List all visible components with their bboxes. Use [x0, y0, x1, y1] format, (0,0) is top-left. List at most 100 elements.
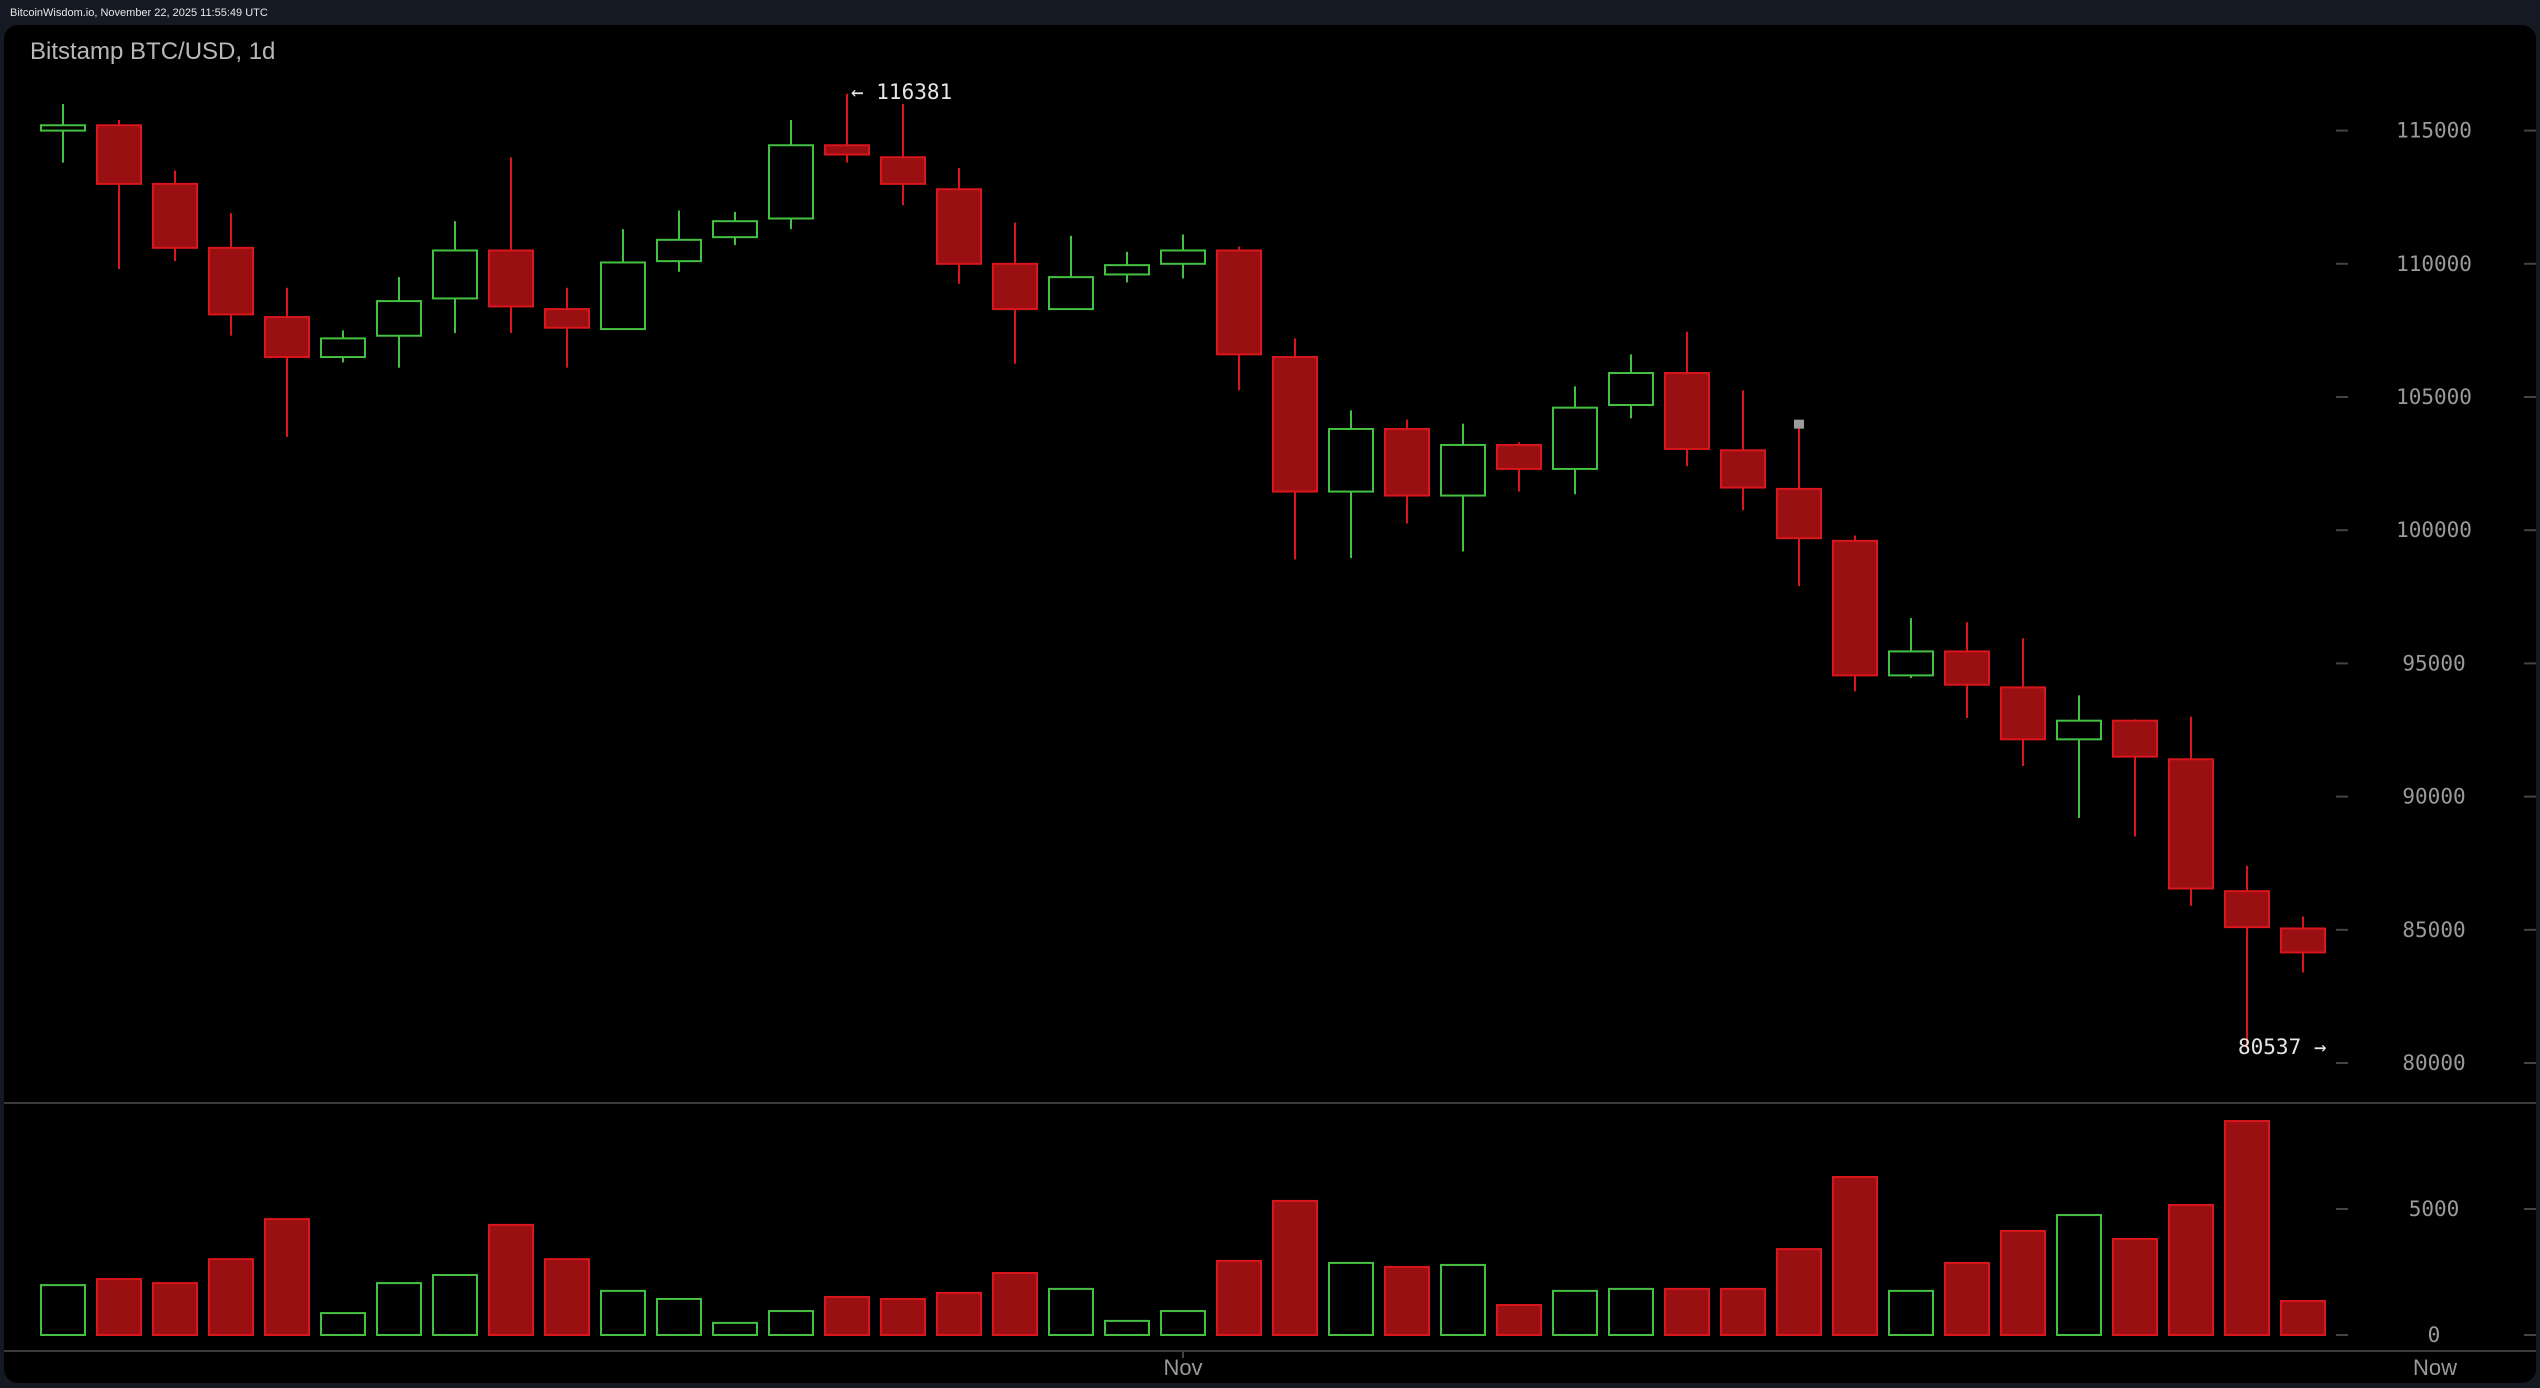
candle — [432, 221, 478, 334]
volume-bar — [376, 1282, 422, 1337]
volume-bar — [712, 1321, 758, 1337]
y-tick-label: 85000 — [2402, 918, 2465, 942]
candle-body — [376, 300, 422, 337]
volume-tick-label: 5000 — [2409, 1197, 2460, 1221]
candle-body — [1608, 372, 1654, 406]
candle-body — [936, 188, 982, 265]
candle — [40, 103, 86, 163]
high-price-annotation: ← 116381 — [851, 80, 952, 104]
volume-bar — [544, 1258, 590, 1336]
candle-body — [1496, 443, 1542, 470]
candle-body — [1832, 539, 1878, 677]
y-tick-label: 90000 — [2402, 785, 2465, 809]
candle-body — [544, 308, 590, 329]
candle — [1272, 338, 1318, 560]
volume-bar — [1608, 1287, 1654, 1337]
x-label-nov: Nov — [1163, 1355, 1202, 1380]
volume-bar — [824, 1295, 870, 1336]
y-tick-label: 110000 — [2396, 252, 2472, 276]
volume-bar — [208, 1258, 254, 1336]
candle — [1608, 354, 1654, 419]
candle — [96, 119, 142, 270]
candle — [2224, 865, 2270, 1049]
candle-body — [264, 316, 310, 359]
candle — [768, 119, 814, 230]
marker-square — [1794, 419, 1804, 429]
candle — [992, 222, 1038, 364]
volume-bar — [1048, 1287, 1094, 1337]
candle-body — [1440, 443, 1486, 497]
low-price-annotation: 80537 → — [2238, 1035, 2327, 1059]
candle-body — [2112, 719, 2158, 758]
candle — [320, 330, 366, 363]
candle — [1944, 622, 1990, 719]
candle — [1216, 246, 1262, 391]
candle — [2112, 719, 2158, 837]
candle — [1832, 535, 1878, 692]
candle-body — [2224, 890, 2270, 929]
candle — [824, 93, 870, 163]
volume-bar — [1272, 1199, 1318, 1337]
volume-bar — [1496, 1304, 1542, 1336]
candle-body — [656, 238, 702, 263]
volume-bar — [1944, 1261, 1990, 1336]
candle — [880, 103, 926, 206]
candle — [1888, 618, 1934, 679]
candle — [376, 277, 422, 368]
candle-body — [432, 249, 478, 300]
volume-bar — [2224, 1120, 2270, 1336]
candle — [2168, 716, 2214, 906]
annotations: ← 116381 80537 → — [851, 80, 2327, 1059]
volume-bar — [1216, 1259, 1262, 1336]
volume-bar — [656, 1297, 702, 1336]
candle-body — [880, 156, 926, 185]
candle-body — [1384, 427, 1430, 497]
candlestick-chart[interactable]: 80000 85000 90000 95000 100000 105000 110000 11… — [4, 25, 2536, 1383]
volume-bar — [2112, 1237, 2158, 1337]
candle — [208, 213, 254, 336]
axes: 80000 85000 90000 95000 100000 105000 110000 11… — [4, 119, 2536, 1380]
volume-bar — [1384, 1265, 1430, 1336]
y-tick-label: 115000 — [2396, 119, 2472, 143]
x-label-now: Now — [2413, 1355, 2457, 1380]
volume-bar — [1160, 1310, 1206, 1337]
volume-bar — [432, 1274, 478, 1337]
candle-body — [600, 261, 646, 331]
candle-body — [992, 262, 1038, 311]
volume-bar — [2168, 1203, 2214, 1337]
volume-bar — [96, 1278, 142, 1337]
candle — [1552, 386, 1598, 495]
candle — [2056, 695, 2102, 818]
candle — [544, 287, 590, 368]
candle-body — [1552, 406, 1598, 470]
volume-bar — [1888, 1289, 1934, 1337]
volume-pane — [40, 1120, 2326, 1337]
candle-body — [1944, 650, 1990, 686]
volume-tick-label: 0 — [2428, 1323, 2441, 1347]
candle-body — [40, 124, 86, 132]
candle-body — [1104, 264, 1150, 276]
candle-body — [208, 246, 254, 316]
volume-bar — [1776, 1248, 1822, 1336]
volume-bar — [936, 1291, 982, 1337]
volume-bar — [2280, 1299, 2326, 1336]
candle — [1104, 251, 1150, 283]
volume-bar — [992, 1272, 1038, 1337]
candle — [264, 287, 310, 437]
candle-body — [712, 220, 758, 239]
volume-bar — [768, 1310, 814, 1337]
candle-body — [1216, 249, 1262, 356]
volume-bar — [2000, 1229, 2046, 1336]
candle — [712, 211, 758, 246]
candle — [936, 167, 982, 284]
volume-bar — [152, 1282, 198, 1337]
candle — [1664, 331, 1710, 467]
candle-body — [1328, 427, 1374, 493]
candle — [600, 229, 646, 331]
candle-body — [768, 144, 814, 220]
volume-bar — [1552, 1289, 1598, 1337]
y-tick-label: 95000 — [2402, 651, 2465, 675]
candle — [1720, 390, 1766, 511]
candle — [1440, 423, 1486, 552]
candle-body — [488, 249, 534, 308]
